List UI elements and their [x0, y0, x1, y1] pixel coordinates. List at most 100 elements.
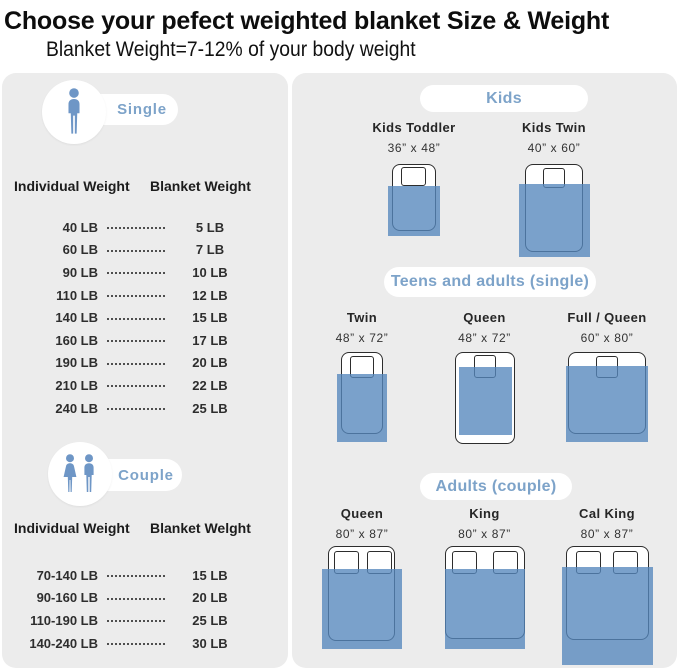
couple-avatar-circle [48, 442, 112, 506]
dot-leader [107, 385, 165, 388]
dot-leader [107, 317, 165, 320]
weighted-blanket [458, 367, 512, 435]
bed-name: King [469, 506, 500, 521]
single-badge: Single [2, 73, 232, 153]
body-weight-value: 60 LB [62, 242, 98, 258]
bed-dims: 40” x 60” [527, 141, 581, 155]
bed-figure [322, 546, 402, 649]
bed-dims: 48” x 72” [458, 331, 511, 345]
body-weight-value: 110-190 LB [30, 612, 98, 628]
bed-dims: 60” x 80” [580, 331, 634, 345]
table-row: 240 LB 25 LB [12, 397, 262, 420]
bed-figure [561, 546, 653, 665]
bed-dims: 80” x 87” [580, 527, 634, 541]
couple-label: Couple [118, 466, 174, 484]
dot-leader [107, 295, 165, 298]
blanket-weight-value: 12 LB [192, 287, 228, 303]
bed-figure [454, 352, 515, 444]
blanket-weight-value: 20 LB [192, 590, 228, 606]
body-weight-value: 160 LB [55, 332, 98, 348]
bed-name: Cal King [579, 506, 635, 521]
blanket-weight-value: 15 LB [192, 567, 228, 583]
bed-figure [388, 164, 440, 238]
bed-figure [337, 352, 387, 442]
body-weight-value: 70-140 LB [36, 567, 98, 583]
bed-card-kids-toddler: Kids Toddler 36” x 48” [354, 120, 474, 259]
section-header-label: Kids [486, 89, 522, 107]
blanket-weight-value: 25 LB [192, 400, 228, 416]
bed-dims: 80” x 87” [458, 527, 511, 541]
bed-figure [566, 352, 648, 442]
section-header-label: Teens and adults (single) [390, 273, 590, 290]
body-weight-value: 90 LB [62, 264, 98, 280]
person-icon [68, 88, 80, 134]
weighted-blanket [566, 366, 648, 442]
bed-sizes-panel: Kids Kids Toddler 36” x 48” Kids Twin 40… [292, 73, 677, 668]
column-header-individual-weight: Individual Weight [14, 520, 130, 536]
body-weight-value: 110 LB [56, 287, 98, 303]
body-weight-value: 240 LB [55, 400, 98, 416]
single-avatar-circle [42, 80, 106, 144]
table-row: 90-160 LB 20 LB [12, 587, 262, 610]
blanket-weight-value: 10 LB [192, 264, 228, 280]
table-row: 140 LB 15 LB [12, 306, 262, 329]
blanket-weight-value: 7 LB [195, 242, 225, 258]
bed-card-twin: Twin 48” x 72” [302, 310, 422, 444]
single-label: Single [117, 101, 167, 118]
kids-bed-row: Kids Toddler 36” x 48” Kids Twin 40” x 6… [354, 120, 614, 259]
single-bed-row: Twin 48” x 72” Queen 48” x 72” Full / Qu… [292, 310, 677, 444]
dot-leader [107, 643, 165, 646]
couple-table: 70-140 LB 15 LB 90-160 LB 20 LB 110-190 LB… [12, 564, 262, 654]
blanket-weight-value: 15 LB [192, 310, 228, 326]
bed-dims: 48” x 72” [335, 331, 389, 345]
column-header-blanket-weight: Blanket Weight [150, 178, 251, 194]
bed-dims: 36” x 48” [387, 141, 441, 155]
column-header-blanket-weight: Blanket Welght [150, 520, 251, 536]
table-row: 70-140 LB 15 LB [12, 564, 262, 587]
section-header-teens-adults-single: Teens and adults (single) [384, 267, 596, 297]
blanket-weight-value: 20 LB [192, 355, 228, 371]
blanket-weight-value: 17 LB [192, 332, 228, 348]
table-row: 210 LB 22 LB [12, 374, 262, 397]
bed-name: Kids Twin [521, 120, 587, 135]
weighted-blanket [322, 569, 402, 649]
bed-card-full-queen: Full / Queen 60” x 80” [547, 310, 667, 444]
couple-table-header: Individual Weight Blanket Welght [12, 520, 278, 536]
dot-leader [107, 408, 165, 411]
bed-card-queen-single: Queen 48” x 72” [425, 310, 545, 444]
bed-name: Twin [346, 310, 378, 325]
table-row: 60 LB 7 LB [12, 239, 262, 262]
bed-dims: 80” x 87” [335, 527, 389, 541]
dot-leader [107, 249, 165, 252]
table-row: 190 LB 20 LB [12, 352, 262, 375]
couple-icon [63, 454, 94, 492]
blanket-weight-value: 22 LB [192, 377, 228, 393]
page-subtitle: Blanket Weight=7-12% of your body weight [46, 38, 416, 61]
dot-leader [107, 620, 165, 623]
weighted-blanket [337, 374, 387, 442]
weighted-blanket [518, 184, 590, 257]
weighted-blanket [388, 186, 440, 236]
bed-name: Queen [463, 310, 506, 325]
page-title: Choose your pefect weighted blanket Size… [4, 7, 610, 35]
section-header-kids: Kids [420, 85, 588, 112]
blanket-weight-value: 5 LB [195, 219, 225, 235]
weighted-blanket [561, 567, 653, 665]
dot-leader [107, 272, 165, 275]
bed-name: Full / Queen [567, 310, 647, 325]
bed-figure [518, 164, 590, 259]
bed-name: Kids Toddler [372, 120, 456, 135]
bed-figure [444, 546, 525, 649]
pillow-icon [401, 167, 426, 186]
dot-leader [107, 597, 165, 600]
table-row: 140-240 LB 30 LB [12, 632, 262, 655]
body-weight-value: 210 LB [55, 377, 98, 393]
column-header-individual-weight: Individual Weight [14, 178, 130, 194]
couple-bed-row: Queen 80” x 87” King 80” x 87” Cal King … [292, 506, 677, 665]
body-weight-value: 90-160 LB [36, 590, 98, 606]
body-weight-value: 40 LB [62, 219, 98, 235]
body-weight-value: 140-240 LB [29, 635, 98, 651]
weighted-blanket [444, 569, 525, 649]
table-row: 90 LB 10 LB [12, 261, 262, 284]
section-header-label: Adults (couple) [435, 477, 557, 495]
